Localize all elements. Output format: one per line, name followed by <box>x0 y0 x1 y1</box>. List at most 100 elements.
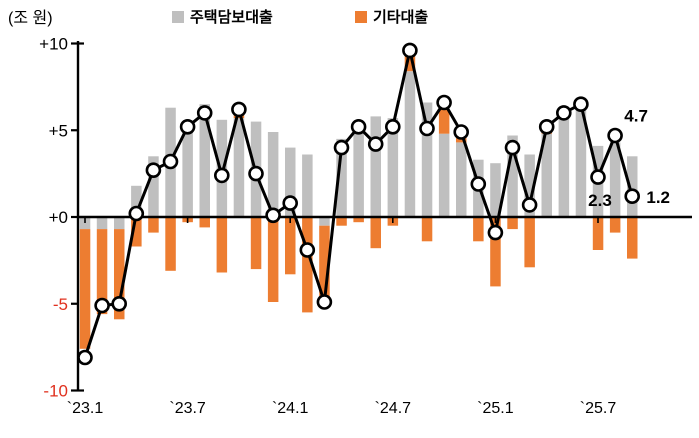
other-bar <box>592 217 604 250</box>
data-point-marker <box>555 105 572 121</box>
y-tick-label: +10 <box>39 35 68 54</box>
mortgage-bar <box>233 118 245 217</box>
x-tick-label: `24.1 <box>272 400 309 417</box>
legend-item-other: 기타대출 <box>355 6 428 27</box>
y-tick-label: +0 <box>49 208 68 227</box>
mortgage-bar <box>627 156 638 217</box>
y-tick-label: -10 <box>43 382 68 401</box>
data-point-marker <box>231 101 247 118</box>
mortgage-bar <box>541 133 552 217</box>
data-point-marker <box>265 207 281 224</box>
other-bar <box>609 217 621 233</box>
data-point-marker <box>367 136 384 152</box>
mortgage-bar <box>353 125 364 217</box>
data-point-marker <box>333 139 350 156</box>
mortgage-bar <box>114 217 125 230</box>
x-tick-label: `25.7 <box>580 400 617 417</box>
mortgage-bar <box>404 71 416 217</box>
other-bar <box>421 217 433 242</box>
other-bar <box>336 217 347 226</box>
x-tick-label: `25.1 <box>477 400 514 417</box>
other-bar <box>131 217 142 247</box>
data-point-marker <box>453 124 470 140</box>
data-point-marker <box>573 96 589 112</box>
legend-item-mortgage: 주택담보대출 <box>172 6 273 27</box>
other-bar <box>353 217 364 223</box>
data-point-marker <box>470 176 487 192</box>
data-point-marker <box>282 195 299 211</box>
legend-label-mortgage: 주택담보대출 <box>190 9 273 26</box>
y-tick-label: +5 <box>49 121 68 140</box>
mortgage-bar <box>490 163 501 217</box>
other-bar <box>285 217 296 275</box>
mortgage-bar <box>319 217 330 226</box>
mortgage-bar <box>370 116 381 217</box>
mortgage-bar <box>456 142 467 217</box>
other-bar <box>302 217 313 313</box>
data-point-marker <box>248 165 264 182</box>
other-bar <box>507 217 518 230</box>
other-bar <box>490 217 501 287</box>
x-tick-label: `23.1 <box>67 400 104 417</box>
data-point-marker <box>196 105 213 121</box>
x-tick-label: `24.7 <box>375 400 412 417</box>
annotation-label: 4.7 <box>624 107 648 126</box>
data-point-marker <box>316 294 333 310</box>
legend-label-other: 기타대출 <box>373 9 429 26</box>
mortgage-bar <box>79 217 91 230</box>
y-tick-label: -5 <box>53 295 68 314</box>
mortgage-bar <box>421 102 433 217</box>
other-bar <box>165 217 176 271</box>
data-point-marker <box>538 119 555 135</box>
data-point-marker <box>350 119 367 135</box>
mortgage-bar <box>575 106 587 217</box>
other-bar <box>404 50 416 72</box>
chart-legend: 주택담보대출 기타대출 <box>0 6 699 28</box>
mortgage-bar <box>199 104 210 217</box>
mortgage-bar <box>131 185 142 217</box>
data-point-marker <box>111 295 127 312</box>
mortgage-bar <box>148 156 159 217</box>
data-point-marker <box>145 162 162 178</box>
data-point-marker <box>436 94 452 111</box>
other-bar <box>199 217 210 228</box>
mortgage-bar <box>302 154 313 217</box>
other-swatch-icon <box>355 10 367 23</box>
mortgage-bar <box>182 121 193 217</box>
data-point-marker <box>384 119 401 135</box>
mortgage-bar <box>285 147 296 217</box>
data-point-marker <box>504 139 521 156</box>
annotation-label: 1.2 <box>646 188 670 207</box>
data-point-marker <box>487 224 504 241</box>
data-point-marker <box>214 167 230 184</box>
other-bar <box>96 229 108 315</box>
x-tick-label: `23.7 <box>169 400 206 417</box>
data-point-marker <box>94 297 110 314</box>
mortgage-bar <box>96 217 108 230</box>
other-bar <box>114 229 125 320</box>
data-point-marker <box>419 120 435 137</box>
data-point-marker <box>590 169 606 185</box>
mortgage-bar <box>336 138 347 217</box>
y-axis-unit-label: (조 원) <box>8 10 53 27</box>
mortgage-bar <box>387 118 399 217</box>
other-bar <box>438 109 450 134</box>
other-bar <box>79 229 91 349</box>
data-point-marker <box>128 205 145 222</box>
data-point-marker <box>607 127 623 144</box>
other-bar <box>148 217 159 233</box>
data-point-marker <box>179 119 196 135</box>
data-point-marker <box>162 153 179 170</box>
other-bar <box>250 217 262 270</box>
mortgage-bar <box>558 116 570 217</box>
other-bar <box>524 217 535 268</box>
other-bar <box>216 217 228 273</box>
other-bar <box>370 217 381 249</box>
data-point-marker <box>77 349 93 366</box>
data-point-marker <box>402 42 418 59</box>
mortgage-bar <box>267 132 279 217</box>
mortgage-bar <box>507 135 518 217</box>
mortgage-bar <box>524 154 535 217</box>
